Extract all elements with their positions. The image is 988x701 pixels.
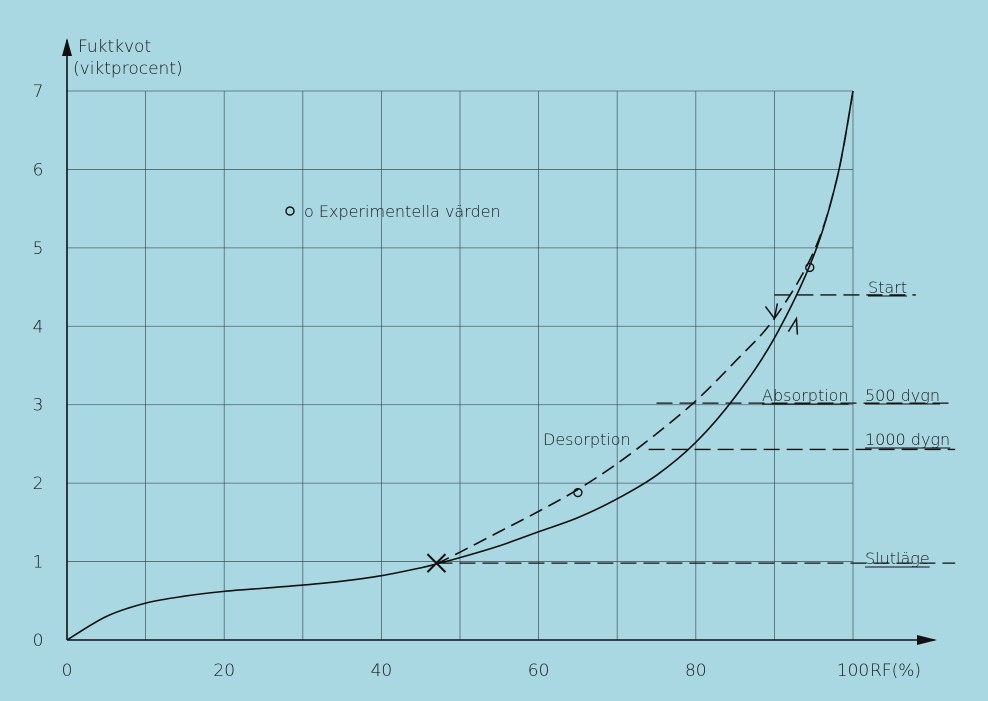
experimental-points xyxy=(285,206,815,498)
y-axis-label-unit: (viktprocent) xyxy=(73,59,183,79)
legend-marker xyxy=(285,206,295,216)
tick-labels: 0 20 40 60 80 100 0 1 2 3 4 5 6 7 xyxy=(33,82,870,681)
desorption-curve xyxy=(436,90,854,565)
reference-lines xyxy=(436,294,956,564)
y-tick-label: 2 xyxy=(33,474,44,494)
y-tick-label: 0 xyxy=(33,631,44,651)
x-tick-label: 0 xyxy=(62,661,73,681)
x-tick-label: 80 xyxy=(685,661,707,681)
annotation-500-days: 500 dygn xyxy=(865,386,940,405)
y-tick-label: 7 xyxy=(33,82,44,102)
y-tick-label: 4 xyxy=(33,317,44,337)
annotation-desorption: Desorption xyxy=(543,430,631,449)
x-tick-label: 60 xyxy=(528,661,550,681)
annotation-absorption: Absorption xyxy=(762,386,849,405)
x-axis-label: RF(%) xyxy=(870,661,921,681)
x-tick-label: 20 xyxy=(213,661,235,681)
end-marker-stroke xyxy=(426,553,447,573)
legend-experimental-values: o Experimentella värden xyxy=(304,202,501,221)
y-tick-label: 6 xyxy=(33,160,44,180)
annotation-start: Start xyxy=(868,278,907,297)
y-axis-arrow xyxy=(62,38,72,56)
annotation-final-state: Slutläge xyxy=(865,549,930,568)
end-marker xyxy=(426,553,447,573)
absorption-direction-arrow xyxy=(787,316,799,335)
x-tick-label: 100 xyxy=(837,661,869,681)
x-axis-arrow xyxy=(917,635,937,645)
x-tick-label: 40 xyxy=(371,661,393,681)
y-tick-label: 1 xyxy=(33,553,44,573)
y-tick-label: 5 xyxy=(33,239,44,259)
y-axis-label: Fuktkvot xyxy=(78,37,151,57)
series xyxy=(66,90,854,641)
annotation-1000-days: 1000 dygn xyxy=(865,430,950,449)
grid xyxy=(67,90,854,640)
annotation-underlines xyxy=(762,295,951,568)
axes xyxy=(62,38,937,645)
experimental-point xyxy=(805,262,815,273)
desorption-direction-arrow xyxy=(764,303,779,321)
absorption-curve xyxy=(66,90,854,641)
experimental-point xyxy=(573,487,583,498)
y-tick-label: 3 xyxy=(33,396,44,416)
